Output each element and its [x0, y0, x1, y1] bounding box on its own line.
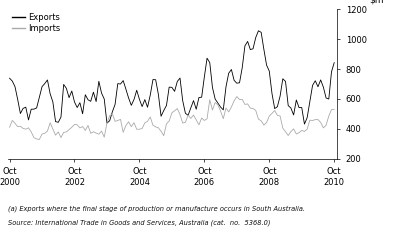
- Text: (a) Exports where the final stage of production or manufacture occurs in South A: (a) Exports where the final stage of pro…: [8, 205, 305, 212]
- Text: $m: $m: [369, 0, 384, 5]
- Text: Source: International Trade in Goods and Services, Australia (cat.  no.  5368.0): Source: International Trade in Goods and…: [8, 220, 270, 226]
- Legend: Exports, Imports: Exports, Imports: [12, 13, 60, 33]
